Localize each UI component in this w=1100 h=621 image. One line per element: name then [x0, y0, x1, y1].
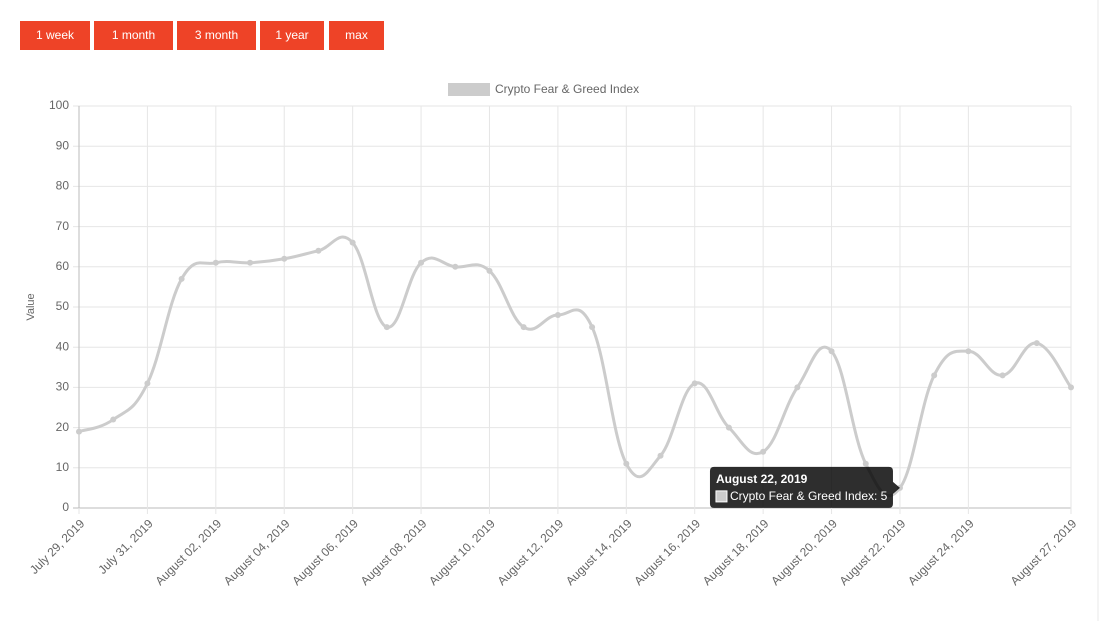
x-tick-label: July 31, 2019 — [95, 516, 156, 577]
legend-label: Crypto Fear & Greed Index — [495, 82, 639, 96]
x-tick-label: August 12, 2019 — [495, 516, 567, 588]
x-tick-label: August 06, 2019 — [289, 516, 361, 588]
data-point — [383, 324, 390, 331]
data-point — [144, 380, 151, 387]
x-tick-label: August 16, 2019 — [631, 516, 703, 588]
x-tick-label: August 08, 2019 — [358, 516, 430, 588]
data-point — [418, 259, 425, 266]
data-point — [1033, 340, 1040, 347]
button-bg[interactable] — [94, 21, 173, 50]
x-tick-label: August 22, 2019 — [837, 516, 909, 588]
data-point — [931, 372, 938, 379]
legend-swatch — [448, 83, 490, 96]
data-point — [828, 348, 835, 355]
x-tick-label: August 18, 2019 — [700, 516, 772, 588]
y-tick-label: 70 — [56, 219, 70, 233]
button-label[interactable]: 1 month — [112, 28, 155, 42]
data-point — [178, 275, 185, 282]
x-tick-label: August 02, 2019 — [152, 516, 224, 588]
x-tick-label: August 04, 2019 — [221, 516, 293, 588]
button-bg[interactable] — [20, 21, 90, 50]
button-label[interactable]: 3 month — [195, 28, 238, 42]
y-tick-label: 40 — [56, 339, 70, 353]
y-tick-label: 30 — [56, 380, 70, 394]
button-label[interactable]: 1 year — [275, 28, 308, 42]
x-tick-label: August 24, 2019 — [905, 516, 977, 588]
range-button[interactable]: 1 year — [260, 21, 324, 50]
x-tick-label: August 14, 2019 — [563, 516, 635, 588]
tooltip-swatch — [715, 490, 728, 503]
data-point — [691, 380, 698, 387]
data-point — [110, 416, 117, 423]
data-point — [657, 452, 664, 459]
data-point — [520, 324, 527, 331]
y-tick-label: 0 — [62, 500, 69, 514]
tooltip-box — [709, 466, 900, 508]
data-point — [965, 348, 972, 355]
button-bg[interactable] — [260, 21, 324, 50]
button-bg[interactable] — [329, 21, 384, 50]
data-point — [725, 424, 732, 431]
button-label[interactable]: 1 week — [36, 28, 75, 42]
x-tick-label: August 27, 2019 — [1008, 516, 1080, 588]
data-point — [554, 312, 561, 319]
button-label[interactable]: max — [345, 28, 368, 42]
data-point — [1068, 384, 1074, 391]
y-tick-label: 50 — [56, 299, 70, 313]
x-tick-label: August 20, 2019 — [768, 516, 840, 588]
range-button[interactable]: max — [329, 21, 384, 50]
x-tick-label: July 29, 2019 — [27, 516, 88, 577]
data-point — [349, 239, 356, 246]
range-button[interactable]: 1 month — [94, 21, 173, 50]
y-tick-label: 10 — [56, 460, 70, 474]
data-point — [486, 267, 493, 274]
range-button[interactable]: 3 month — [177, 21, 256, 50]
range-button[interactable]: 1 week — [20, 21, 90, 50]
data-point — [315, 247, 322, 254]
button-bg[interactable] — [177, 21, 256, 50]
data-point — [76, 428, 82, 435]
y-tick-label: 20 — [56, 420, 70, 434]
data-point — [247, 259, 254, 266]
y-tick-label: 80 — [56, 179, 70, 193]
data-point — [862, 460, 869, 467]
y-tick-label: 90 — [56, 138, 70, 152]
x-tick-label: August 10, 2019 — [426, 516, 498, 588]
data-point — [999, 372, 1006, 379]
tooltip-title: August 22, 2019 — [716, 472, 808, 486]
data-point — [760, 448, 767, 455]
tooltip-label: Crypto Fear & Greed Index: 5 — [730, 489, 888, 503]
data-point — [452, 263, 459, 270]
series-line — [78, 235, 1073, 498]
data-point — [794, 384, 801, 391]
y-tick-label: 60 — [56, 259, 70, 273]
data-point — [589, 324, 596, 331]
data-point — [623, 460, 630, 467]
data-point — [281, 255, 288, 262]
y-tick-label: 100 — [49, 98, 69, 112]
y-axis-label: Value — [25, 293, 37, 320]
data-point — [212, 259, 219, 266]
